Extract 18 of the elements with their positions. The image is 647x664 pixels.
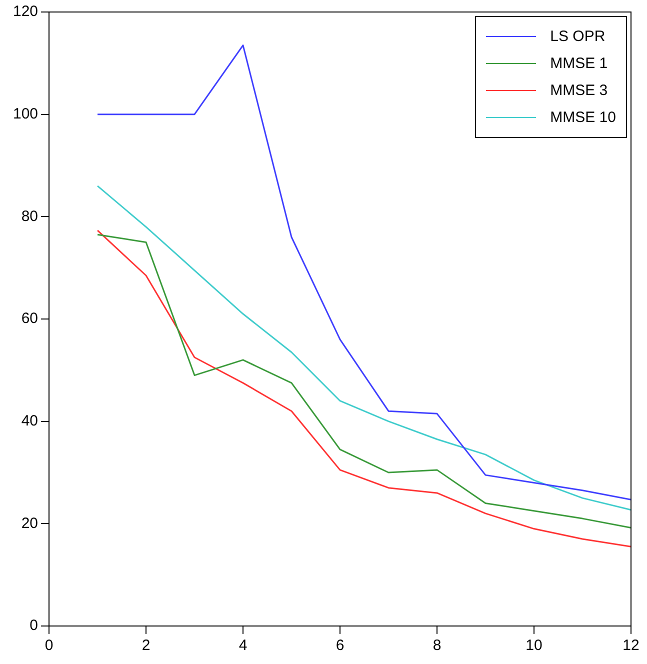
- legend-label: MMSE 1: [550, 55, 608, 72]
- y-tick-label: 100: [12, 105, 38, 122]
- y-tick-label: 80: [21, 208, 38, 225]
- x-tick-label: 12: [622, 637, 640, 654]
- x-tick-label: 0: [44, 637, 54, 654]
- legend-label: LS OPR: [550, 28, 606, 45]
- y-tick-label: 60: [21, 310, 38, 328]
- x-tick-label: 10: [526, 637, 542, 654]
- legend-label: MMSE 3: [550, 82, 608, 99]
- x-tick-label: 4: [238, 637, 248, 654]
- y-tick-label: 0: [30, 617, 38, 634]
- y-tick-label: 120: [12, 3, 38, 20]
- legend-label: MMSE 10: [550, 109, 616, 126]
- x-tick-label: 8: [432, 637, 442, 654]
- x-tick-label: 6: [336, 637, 344, 654]
- x-tick-label: 2: [142, 637, 150, 654]
- y-tick-label: 20: [21, 514, 38, 532]
- y-tick-label: 40: [21, 412, 38, 430]
